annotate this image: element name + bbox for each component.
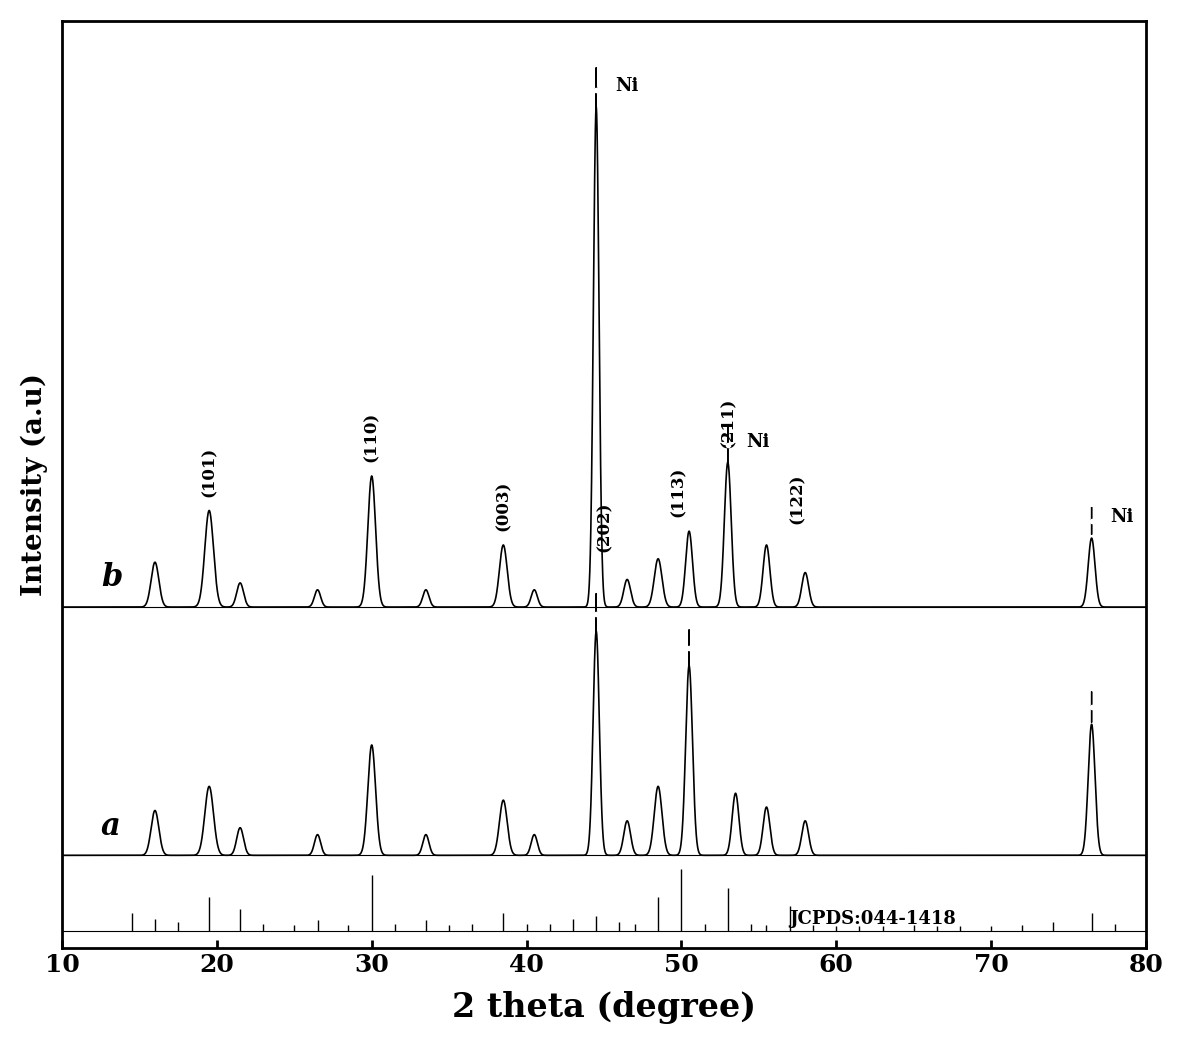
Text: (211): (211) — [720, 398, 736, 448]
X-axis label: 2 theta (degree): 2 theta (degree) — [452, 991, 755, 1024]
Text: JCPDS:044-1418: JCPDS:044-1418 — [790, 910, 957, 928]
Text: (122): (122) — [789, 473, 806, 525]
Polygon shape — [688, 629, 690, 668]
Text: (003): (003) — [495, 481, 511, 531]
Polygon shape — [596, 594, 597, 634]
Text: Ni: Ni — [1111, 508, 1133, 527]
Text: (101): (101) — [200, 446, 218, 496]
Polygon shape — [727, 426, 728, 464]
Text: b: b — [101, 562, 122, 594]
Polygon shape — [1090, 692, 1093, 722]
Polygon shape — [1090, 507, 1092, 535]
Text: a: a — [101, 811, 121, 841]
Text: (113): (113) — [670, 467, 687, 517]
Text: (110): (110) — [363, 412, 380, 462]
Text: Ni: Ni — [746, 433, 770, 450]
Y-axis label: Intensity (a.u): Intensity (a.u) — [21, 373, 49, 596]
Text: (202): (202) — [596, 502, 612, 552]
Text: Ni: Ni — [614, 77, 638, 95]
Polygon shape — [596, 67, 597, 112]
